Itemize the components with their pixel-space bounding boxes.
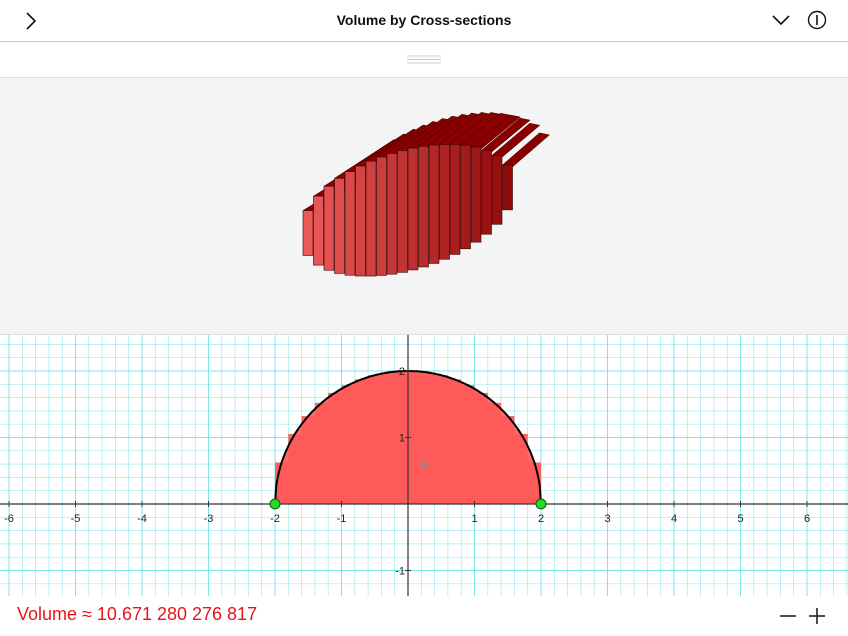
solid-slice bbox=[376, 156, 387, 276]
y-tick-label: 1 bbox=[399, 433, 405, 445]
y-tick-label: 2 bbox=[399, 366, 405, 378]
center-crosshair-icon bbox=[419, 459, 430, 470]
x-tick-label: -1 bbox=[337, 513, 347, 525]
zoom-in-button[interactable] bbox=[808, 607, 826, 625]
solid-slice bbox=[439, 144, 450, 260]
x-tick-label: -2 bbox=[270, 513, 280, 525]
solid-slice bbox=[449, 144, 461, 255]
solid-slice bbox=[418, 145, 429, 268]
x-tick-label: -6 bbox=[4, 513, 14, 525]
x-tick-label: -4 bbox=[137, 513, 147, 525]
graph-view[interactable]: -6 -5 -4 -3 -2 -1 1 2 3 4 5 6 2 1 -1 bbox=[0, 335, 848, 596]
solid-slice bbox=[428, 144, 440, 264]
y-tick-label: -1 bbox=[395, 566, 405, 578]
x-tick-label: -5 bbox=[71, 513, 81, 525]
x-tick-label: 5 bbox=[737, 513, 743, 525]
solid-slice bbox=[491, 155, 503, 225]
solid-slice bbox=[481, 149, 492, 235]
chevron-down-icon[interactable] bbox=[771, 13, 791, 27]
solid-slice bbox=[302, 210, 314, 256]
x-tick-label: 1 bbox=[471, 513, 477, 525]
x-tick-label: 6 bbox=[804, 513, 810, 525]
endpoint-handle[interactable] bbox=[269, 498, 281, 510]
solid-slice bbox=[365, 160, 377, 277]
endpoint-handle[interactable] bbox=[535, 498, 547, 510]
solid-slice bbox=[407, 147, 419, 271]
solid-of-cross-sections bbox=[302, 112, 551, 277]
x-tick-label: -3 bbox=[204, 513, 214, 525]
solid-slice bbox=[313, 195, 324, 266]
solid-slice bbox=[502, 164, 513, 211]
top-bar: Volume by Cross-sections bbox=[0, 0, 848, 42]
solid-slice bbox=[460, 144, 471, 250]
chevron-right-icon[interactable] bbox=[24, 11, 38, 31]
solid-slice bbox=[323, 185, 335, 271]
solid-slice bbox=[470, 146, 482, 243]
info-icon[interactable] bbox=[807, 10, 827, 30]
solid-slice bbox=[355, 165, 366, 277]
solid-slice bbox=[397, 150, 408, 273]
solid-slice bbox=[386, 153, 398, 275]
solid-slice bbox=[344, 171, 356, 276]
x-tick-label: 2 bbox=[538, 513, 544, 525]
bottom-bar: Volume ≈ 10.671 280 276 817 bbox=[0, 596, 848, 636]
3d-view[interactable] bbox=[0, 78, 848, 335]
zoom-out-button[interactable] bbox=[779, 607, 797, 625]
page-title: Volume by Cross-sections bbox=[336, 12, 512, 28]
volume-readout: Volume ≈ 10.671 280 276 817 bbox=[17, 604, 258, 624]
drag-handle-icon bbox=[407, 55, 441, 64]
solid-slice bbox=[334, 177, 345, 274]
graph-canvas[interactable]: -6 -5 -4 -3 -2 -1 1 2 3 4 5 6 2 1 -1 bbox=[0, 335, 848, 596]
x-tick-label: 3 bbox=[604, 513, 610, 525]
panel-resize-handle[interactable] bbox=[0, 42, 848, 78]
x-tick-label: 4 bbox=[671, 513, 677, 525]
